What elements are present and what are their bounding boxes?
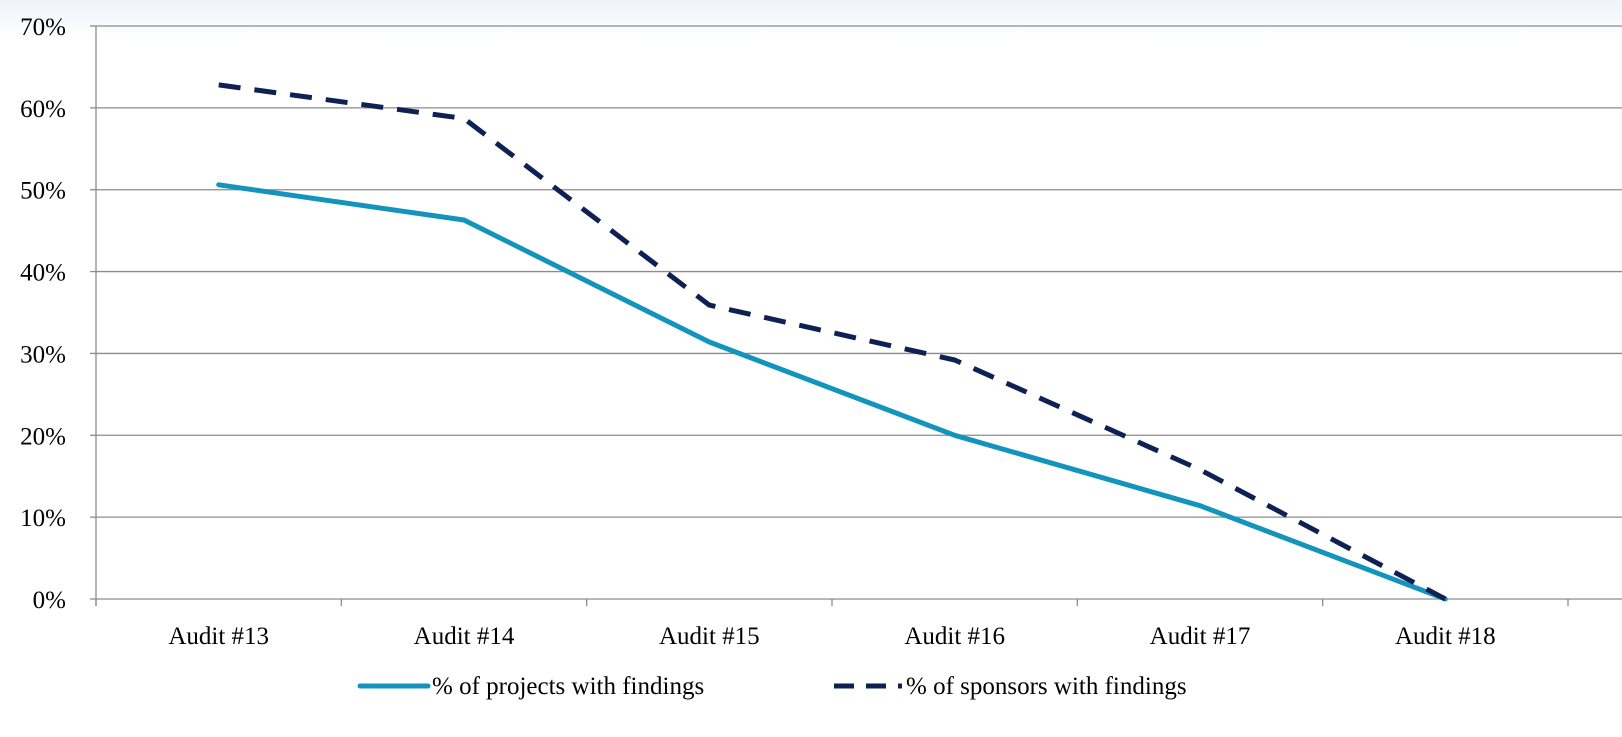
y-tick-label: 0%: [33, 587, 66, 614]
y-axis-tick-labels: 0% 10% 20% 30% 40% 50% 60% 70%: [20, 14, 66, 614]
y-tick-label: 70%: [20, 14, 66, 41]
y-tick-label: 50%: [20, 178, 66, 205]
axes: [90, 25, 1622, 606]
legend-label: % of sponsors with findings: [906, 673, 1187, 700]
series-line-1: [216, 182, 1448, 602]
y-tick-label: 60%: [20, 96, 66, 123]
x-tick-label: Audit #16: [904, 623, 1005, 650]
x-tick-label: Audit #15: [659, 623, 760, 650]
x-tick-label: Audit #17: [1150, 623, 1251, 650]
legend: % of projects with findings % of sponsors…: [357, 673, 1187, 700]
series-lines: [216, 82, 1448, 602]
legend-label: % of projects with findings: [432, 673, 704, 700]
gridlines: [96, 25, 1622, 518]
x-tick-label: Audit #14: [414, 623, 515, 650]
y-tick-label: 40%: [20, 260, 66, 287]
y-tick-label: 30%: [20, 341, 66, 368]
x-axis-tick-labels: Audit #13 Audit #14 Audit #15 Audit #16 Audi…: [168, 623, 1495, 650]
legend-item-2: % of sponsors with findings: [834, 673, 1187, 700]
x-tick-label: Audit #13: [168, 623, 269, 650]
y-tick-label: 10%: [20, 505, 66, 532]
legend-item-1: % of projects with findings: [357, 673, 704, 700]
series-line-2: [218, 82, 1447, 602]
x-tick-label: Audit #18: [1395, 623, 1496, 650]
y-tick-label: 20%: [20, 423, 66, 450]
